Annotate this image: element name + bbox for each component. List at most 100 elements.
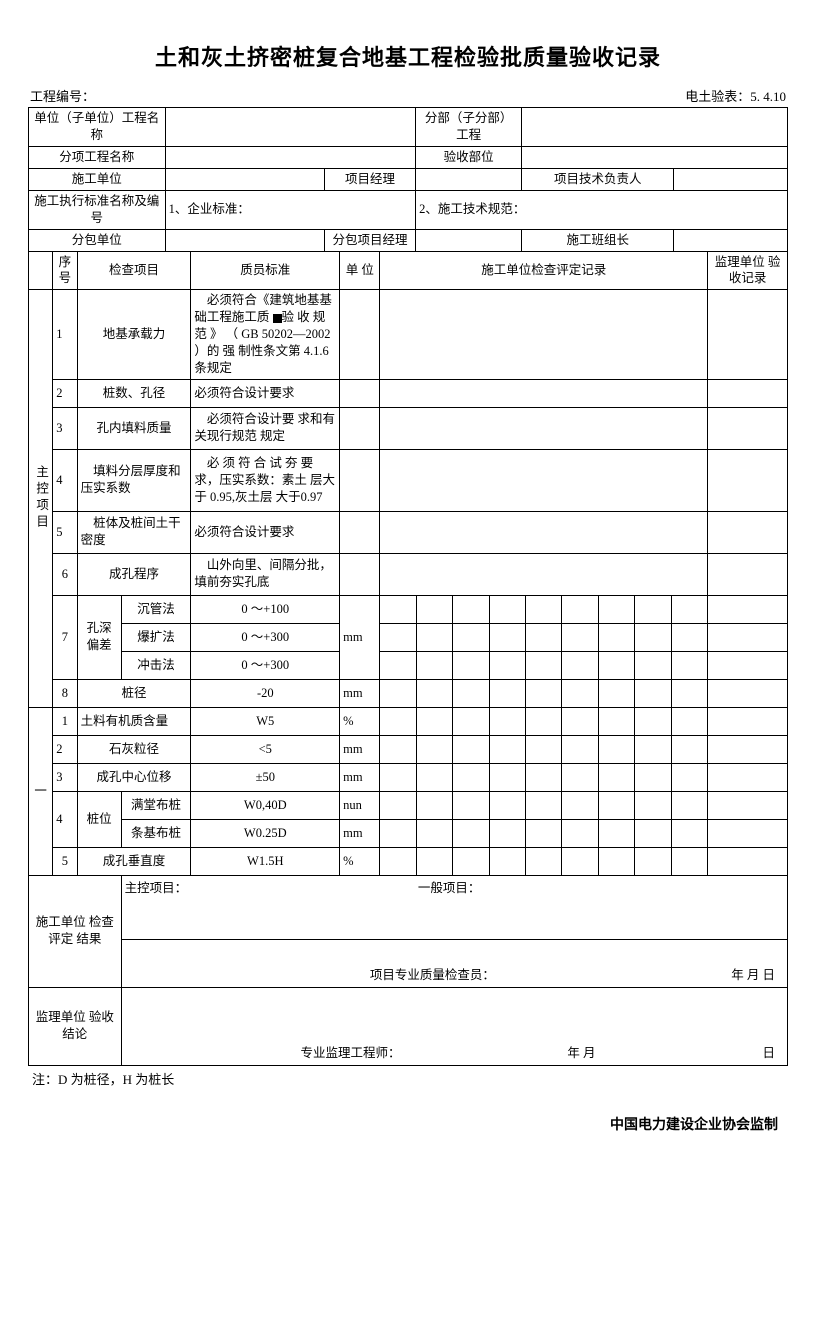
group2: 一 bbox=[29, 707, 53, 875]
r5rec[interactable] bbox=[380, 511, 708, 553]
group1: 主控项目 bbox=[29, 290, 53, 707]
supres-sign[interactable]: 专业监理工程师：年 月日 bbox=[121, 987, 787, 1065]
s4sa: W0,40D bbox=[191, 791, 340, 819]
fld-accept[interactable] bbox=[522, 146, 788, 168]
s5u: % bbox=[340, 847, 380, 875]
r2spec: 必须符合设计要求 bbox=[191, 379, 340, 407]
hdr-pm: 项目经理 bbox=[324, 168, 415, 190]
hdr-std1: 1、企业标准： bbox=[165, 190, 415, 229]
fld-builder[interactable] bbox=[165, 168, 324, 190]
hdr-sub: 分部（子分部）工程 bbox=[416, 108, 522, 147]
r1n: 1 bbox=[53, 290, 77, 379]
s4b: 条基布桩 bbox=[121, 819, 191, 847]
s1n: 1 bbox=[53, 707, 77, 735]
r3n: 3 bbox=[53, 407, 77, 449]
hdr-subcon: 分包单位 bbox=[29, 229, 166, 251]
s5n: 5 bbox=[53, 847, 77, 875]
r4item: 填料分层厚度和压实系数 bbox=[77, 449, 191, 511]
hdr-item: 分项工程名称 bbox=[29, 146, 166, 168]
r7b: 爆扩法 bbox=[121, 623, 191, 651]
header-table: 单位（子单位）工程名称 分部（子分部）工程 分项工程名称 验收部位 施工单位 项… bbox=[28, 107, 788, 252]
r7sb: 0 〜+300 bbox=[191, 623, 340, 651]
r7sa: 0 〜+100 bbox=[191, 595, 340, 623]
r3sup[interactable] bbox=[708, 407, 788, 449]
r6sup[interactable] bbox=[708, 553, 788, 595]
r4n: 4 bbox=[53, 449, 77, 511]
fld-crew[interactable] bbox=[674, 229, 788, 251]
footer: 中国电力建设企业协会监制 bbox=[28, 1114, 788, 1134]
th-spec: 质员标准 bbox=[191, 252, 340, 290]
r6n: 6 bbox=[53, 553, 77, 595]
inspres-sign[interactable]: 项目专业质量检查员：年 月 日 bbox=[121, 939, 787, 987]
s4sb: W0.25D bbox=[191, 819, 340, 847]
th-seq: 序号 bbox=[53, 252, 77, 290]
topline: 工程编号： 电土验表：5. 4.10 bbox=[28, 86, 788, 105]
r7u: mm bbox=[340, 595, 380, 679]
r1spec: 必须符合《建筑地基基础工程施工质 验 收 规 范 》 （ GB 50202—20… bbox=[191, 290, 340, 379]
r7n: 7 bbox=[53, 595, 77, 679]
s3item: 成孔中心位移 bbox=[77, 763, 191, 791]
r5spec: 必须符合设计要求 bbox=[191, 511, 340, 553]
hdr-crew: 施工班组长 bbox=[522, 229, 674, 251]
fld-unit[interactable] bbox=[165, 108, 415, 147]
page-title: 土和灰土挤密桩复合地基工程检验批质量验收记录 bbox=[28, 40, 788, 72]
s4ub: mm bbox=[340, 819, 380, 847]
inspres-body[interactable]: 主控项目： 一般项目： bbox=[121, 875, 787, 939]
black-square-icon bbox=[273, 314, 282, 323]
r7a: 沉管法 bbox=[121, 595, 191, 623]
s5item: 成孔垂直度 bbox=[77, 847, 191, 875]
r3spec: 必须符合设计要 求和有关现行规范 规定 bbox=[191, 407, 340, 449]
r5n: 5 bbox=[53, 511, 77, 553]
r2rec[interactable] bbox=[380, 379, 708, 407]
hdr-std: 施工执行标准名称及编号 bbox=[29, 190, 166, 229]
th-gap bbox=[29, 252, 53, 290]
r8u: mm bbox=[340, 679, 380, 707]
s3u: mm bbox=[340, 763, 380, 791]
r4rec[interactable] bbox=[380, 449, 708, 511]
r4spec: 必 须 符 合 试 夯 要求，压实系数：素土 层大于 0.95,灰土层 大于0.… bbox=[191, 449, 340, 511]
th-item: 检查项目 bbox=[77, 252, 191, 290]
hdr-builder: 施工单位 bbox=[29, 168, 166, 190]
fld-sub[interactable] bbox=[522, 108, 788, 147]
s1u: % bbox=[340, 707, 380, 735]
s2item: 石灰粒径 bbox=[77, 735, 191, 763]
r2item: 桩数、孔径 bbox=[77, 379, 191, 407]
r5sup[interactable] bbox=[708, 511, 788, 553]
s4n: 4 bbox=[53, 791, 77, 847]
main-table: 序号 检查项目 质员标准 单 位 施工单位检查评定记录 监理单位 验收记录 主控… bbox=[28, 252, 788, 1066]
fld-subcon[interactable] bbox=[165, 229, 324, 251]
fld-subpm[interactable] bbox=[416, 229, 522, 251]
r5item: 桩体及桩间土干密度 bbox=[77, 511, 191, 553]
s4a: 满堂布桩 bbox=[121, 791, 191, 819]
r8spec: -20 bbox=[191, 679, 340, 707]
hdr-accept: 验收部位 bbox=[416, 146, 522, 168]
hdr-subpm: 分包项目经理 bbox=[324, 229, 415, 251]
fld-pm[interactable] bbox=[416, 168, 522, 190]
r6rec[interactable] bbox=[380, 553, 708, 595]
fld-item[interactable] bbox=[165, 146, 415, 168]
inspres-label: 施工单位 检查评定 结果 bbox=[29, 875, 122, 987]
th-unit: 单 位 bbox=[340, 252, 380, 290]
r2n: 2 bbox=[53, 379, 77, 407]
r2sup[interactable] bbox=[708, 379, 788, 407]
th-sup: 监理单位 验收记录 bbox=[708, 252, 788, 290]
note: 注：D 为桩径，H 为桩长 bbox=[28, 1069, 788, 1088]
supres-label: 监理单位 验收结论 bbox=[29, 987, 122, 1065]
s4ua: nun bbox=[340, 791, 380, 819]
r8item: 桩径 bbox=[77, 679, 191, 707]
r4sup[interactable] bbox=[708, 449, 788, 511]
hdr-std2: 2、施工技术规范： bbox=[416, 190, 788, 229]
fld-techlead[interactable] bbox=[674, 168, 788, 190]
hdr-unit: 单位（子单位）工程名称 bbox=[29, 108, 166, 147]
r1rec[interactable] bbox=[380, 290, 708, 379]
r6item: 成孔程序 bbox=[77, 553, 191, 595]
r6spec: 山外向里、间隔分批，填前夯实孔底 bbox=[191, 553, 340, 595]
r1sup[interactable] bbox=[708, 290, 788, 379]
r7sc: 0 〜+300 bbox=[191, 651, 340, 679]
r3rec[interactable] bbox=[380, 407, 708, 449]
s2n: 2 bbox=[53, 735, 77, 763]
r8n: 8 bbox=[53, 679, 77, 707]
s2spec: <5 bbox=[191, 735, 340, 763]
r7item: 孔深 偏差 bbox=[77, 595, 121, 679]
s2u: mm bbox=[340, 735, 380, 763]
